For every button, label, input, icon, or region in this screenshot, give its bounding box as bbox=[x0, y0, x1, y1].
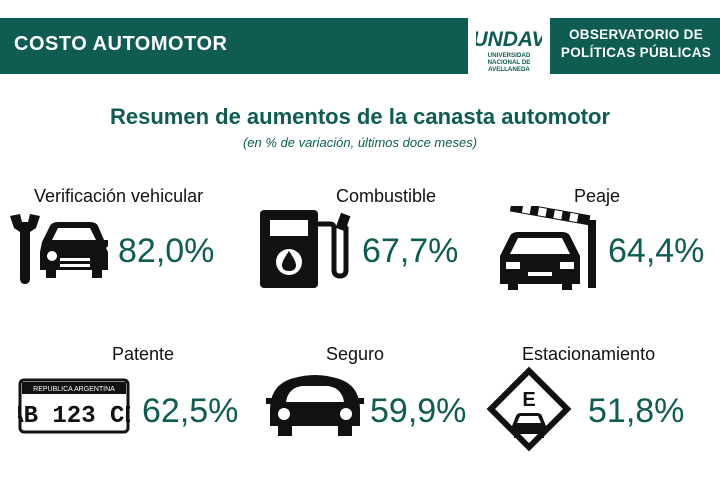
item-value-patente: 62,5% bbox=[142, 392, 239, 430]
item-label-verificacion: Verificación vehicular bbox=[34, 186, 204, 206]
item-label-peaje: Peaje bbox=[574, 186, 621, 206]
toll-barrier-icon bbox=[500, 206, 596, 290]
item-label-combustible: Combustible bbox=[336, 186, 437, 206]
svg-text:UNDAV: UNDAV bbox=[476, 28, 542, 50]
svg-text:REPUBLICA ARGENTINA: REPUBLICA ARGENTINA bbox=[33, 386, 115, 393]
logo-subtitle: UNIVERSIDAD NACIONAL DE AVELLANEDA bbox=[487, 52, 531, 73]
item-value-combustible: 67,7% bbox=[362, 232, 459, 270]
insured-car-icon bbox=[266, 375, 364, 436]
item-value-peaje: 64,4% bbox=[608, 232, 705, 270]
undav-logo: UNDAV UNIVERSIDAD NACIONAL DE AVELLANEDA bbox=[468, 0, 550, 88]
svg-text:AB 123 CD: AB 123 CD bbox=[18, 403, 130, 430]
item-value-verificacion: 82,0% bbox=[118, 232, 215, 270]
header: COSTO AUTOMOTOR UNDAV UNIVERSIDAD NACION… bbox=[0, 0, 720, 88]
parking-sign-icon: E bbox=[486, 366, 572, 452]
section-label: COSTO AUTOMOTOR bbox=[14, 33, 228, 55]
item-label-seguro: Seguro bbox=[326, 344, 385, 364]
svg-text:E: E bbox=[522, 389, 535, 411]
wrench-car-icon bbox=[10, 214, 108, 284]
item-value-seguro: 59,9% bbox=[370, 392, 467, 430]
header-bar bbox=[0, 18, 720, 74]
item-label-estacionamiento: Estacionamiento bbox=[522, 344, 656, 364]
observatory-label: OBSERVATORIO DE POLÍTICAS PÚBLICAS bbox=[560, 27, 712, 60]
page-title: Resumen de aumentos de la canasta automo… bbox=[109, 104, 611, 129]
page-subtitle: (en % de variación, últimos doce meses) bbox=[242, 135, 478, 150]
fuel-pump-icon bbox=[260, 210, 351, 288]
license-plate-icon: REPUBLICA ARGENTINA AB 123 CD bbox=[18, 378, 130, 434]
item-value-estacionamiento: 51,8% bbox=[588, 392, 685, 430]
item-label-patente: Patente bbox=[112, 344, 175, 364]
undav-logo-icon: UNDAV bbox=[476, 28, 542, 50]
